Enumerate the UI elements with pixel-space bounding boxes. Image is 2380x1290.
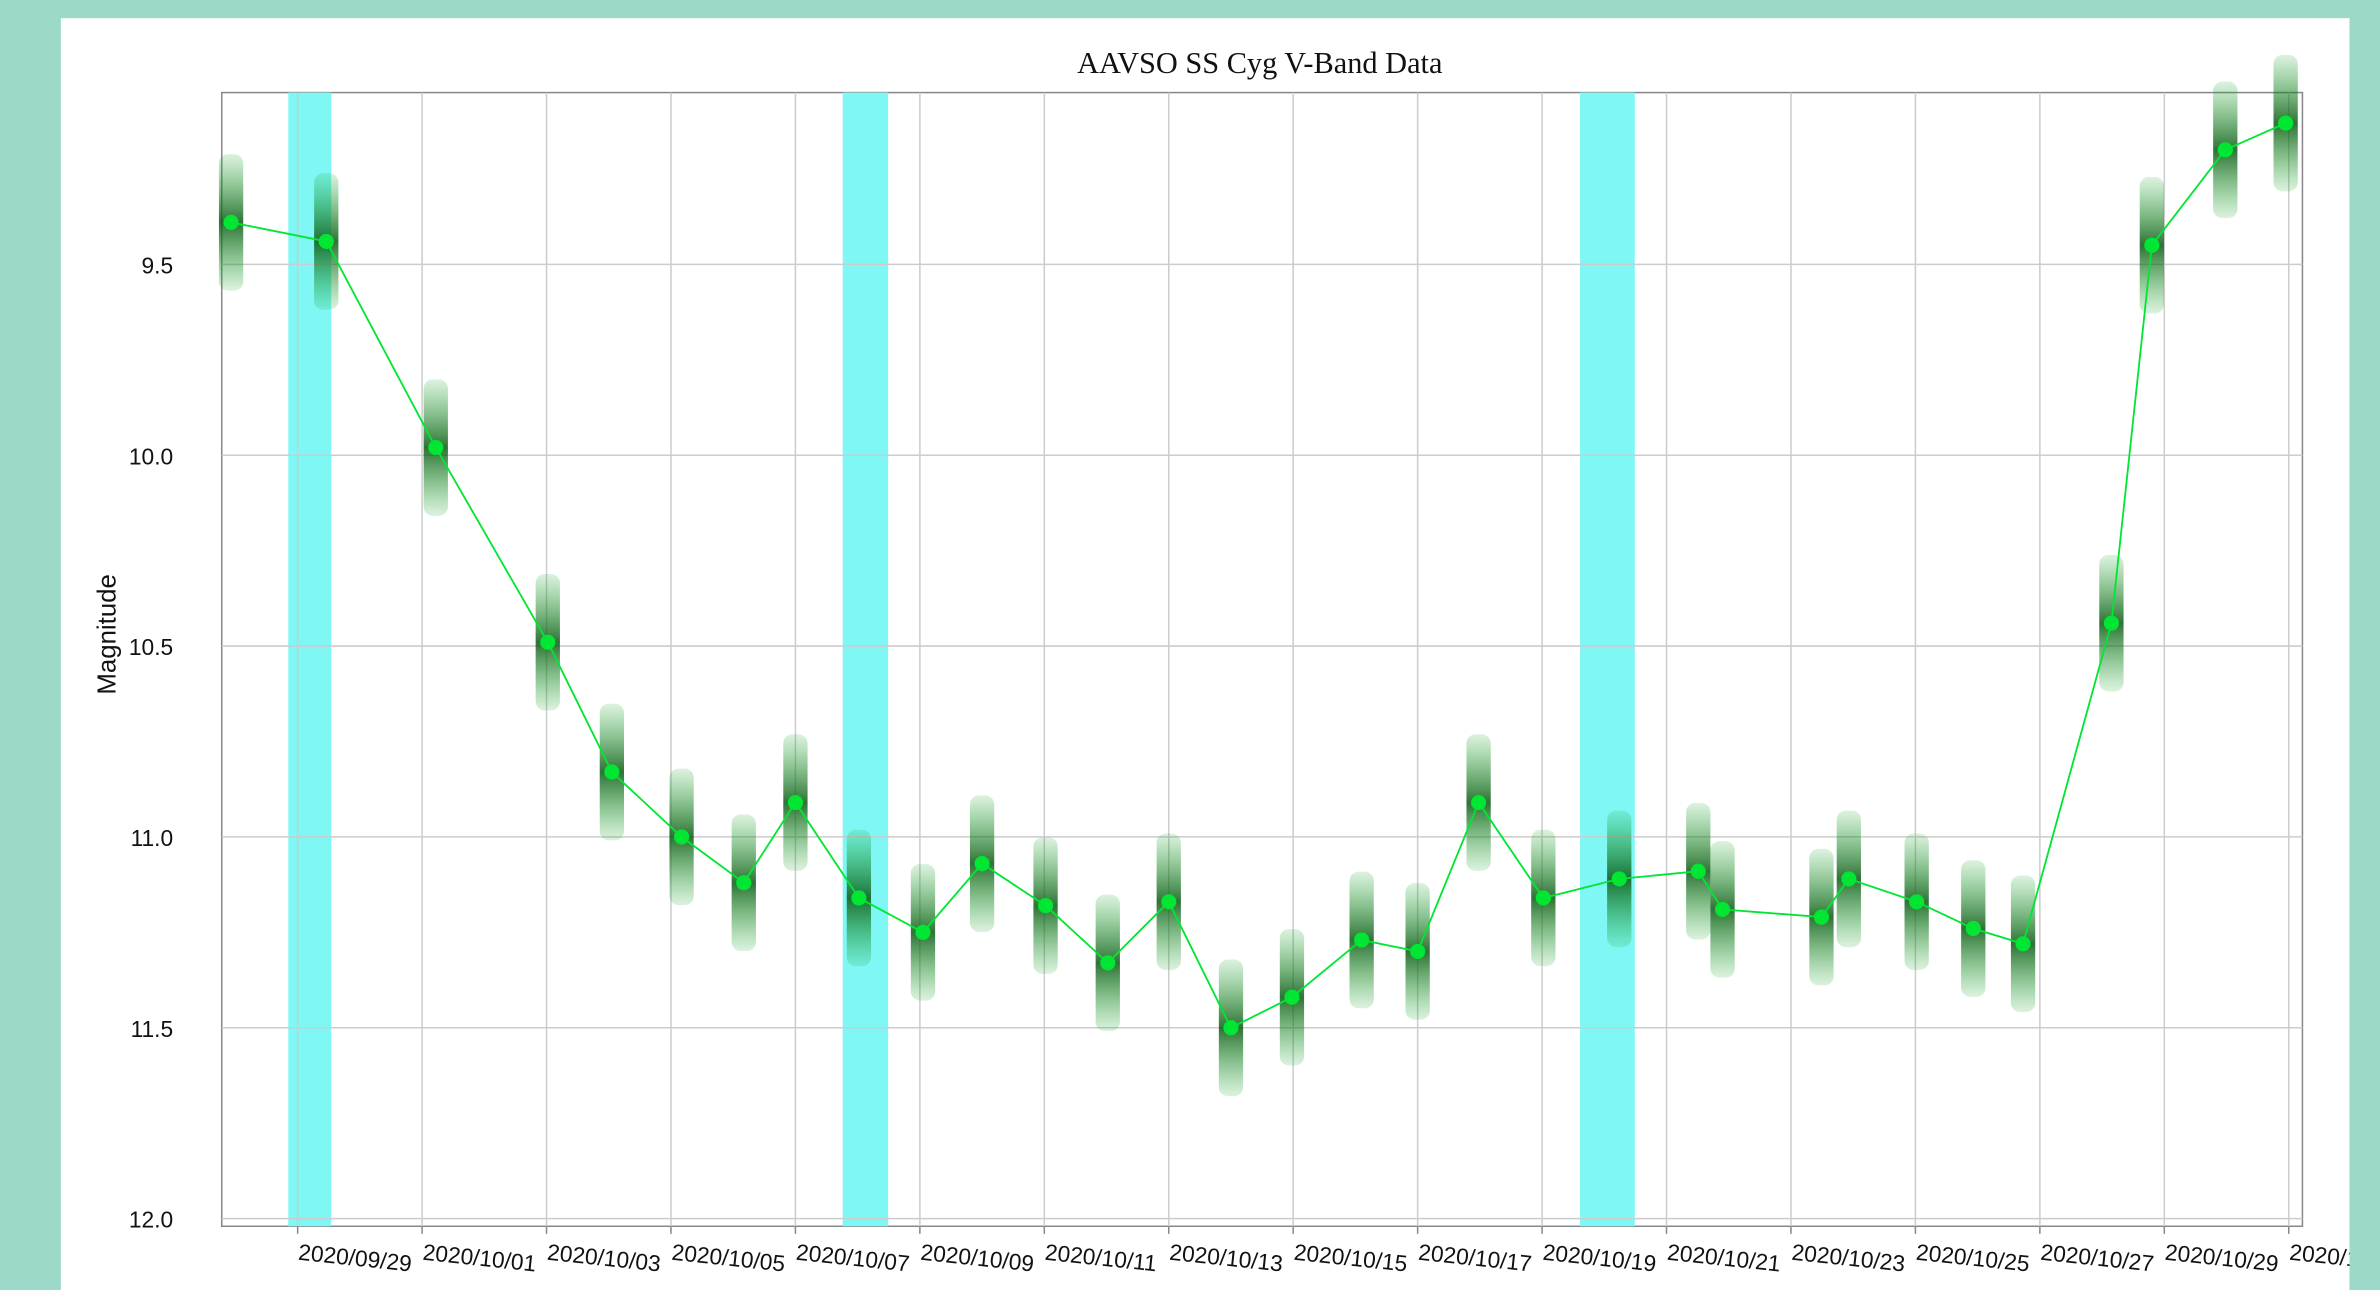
data-point — [673, 829, 690, 845]
data-point — [1284, 989, 1300, 1005]
data-point — [318, 233, 334, 250]
data-point — [736, 875, 752, 891]
data-point — [1471, 794, 1487, 811]
data-point — [1535, 890, 1551, 906]
data-point — [1223, 1020, 1239, 1036]
y-tick-label: 11.5 — [131, 1016, 174, 1042]
data-point — [787, 794, 804, 811]
y-tick-label: 11.0 — [131, 825, 174, 851]
data-point — [428, 439, 444, 456]
data-point — [1965, 920, 1981, 937]
y-tick-label: 9.5 — [142, 252, 174, 278]
y-tick-label: 10.5 — [129, 634, 173, 660]
y-tick-label: 12.0 — [129, 1207, 173, 1233]
data-point — [2103, 615, 2120, 631]
highlight-band — [842, 92, 889, 1227]
y-axis-label: Magnitude — [94, 574, 122, 694]
data-point — [1813, 909, 1830, 925]
data-point — [851, 890, 867, 906]
panel — [60, 18, 2350, 1290]
highlight-band — [1580, 92, 1635, 1227]
data-point — [604, 764, 620, 780]
series-line — [230, 122, 2287, 1029]
data-point — [974, 856, 990, 872]
data-point — [223, 214, 239, 230]
data-point — [1714, 901, 1731, 918]
data-point — [1410, 943, 1426, 960]
y-tick-label: 10.0 — [129, 443, 173, 469]
data-point — [915, 924, 931, 940]
data-point — [2278, 115, 2294, 131]
data-point — [1909, 894, 1925, 910]
data-point — [1037, 898, 1054, 914]
data-point — [1611, 871, 1627, 887]
data-point — [1841, 871, 1857, 887]
data-point — [1354, 932, 1370, 948]
data-point — [540, 634, 556, 650]
data-point — [2015, 936, 2031, 952]
data-point — [2144, 237, 2160, 253]
plot-area — [220, 91, 2304, 1228]
data-point — [1690, 863, 1706, 879]
data-point — [1100, 955, 1116, 971]
chart-title: AAVSO SS Cyg V-Band Data — [1077, 46, 1443, 80]
data-point — [2217, 142, 2233, 158]
data-point — [1161, 894, 1177, 910]
